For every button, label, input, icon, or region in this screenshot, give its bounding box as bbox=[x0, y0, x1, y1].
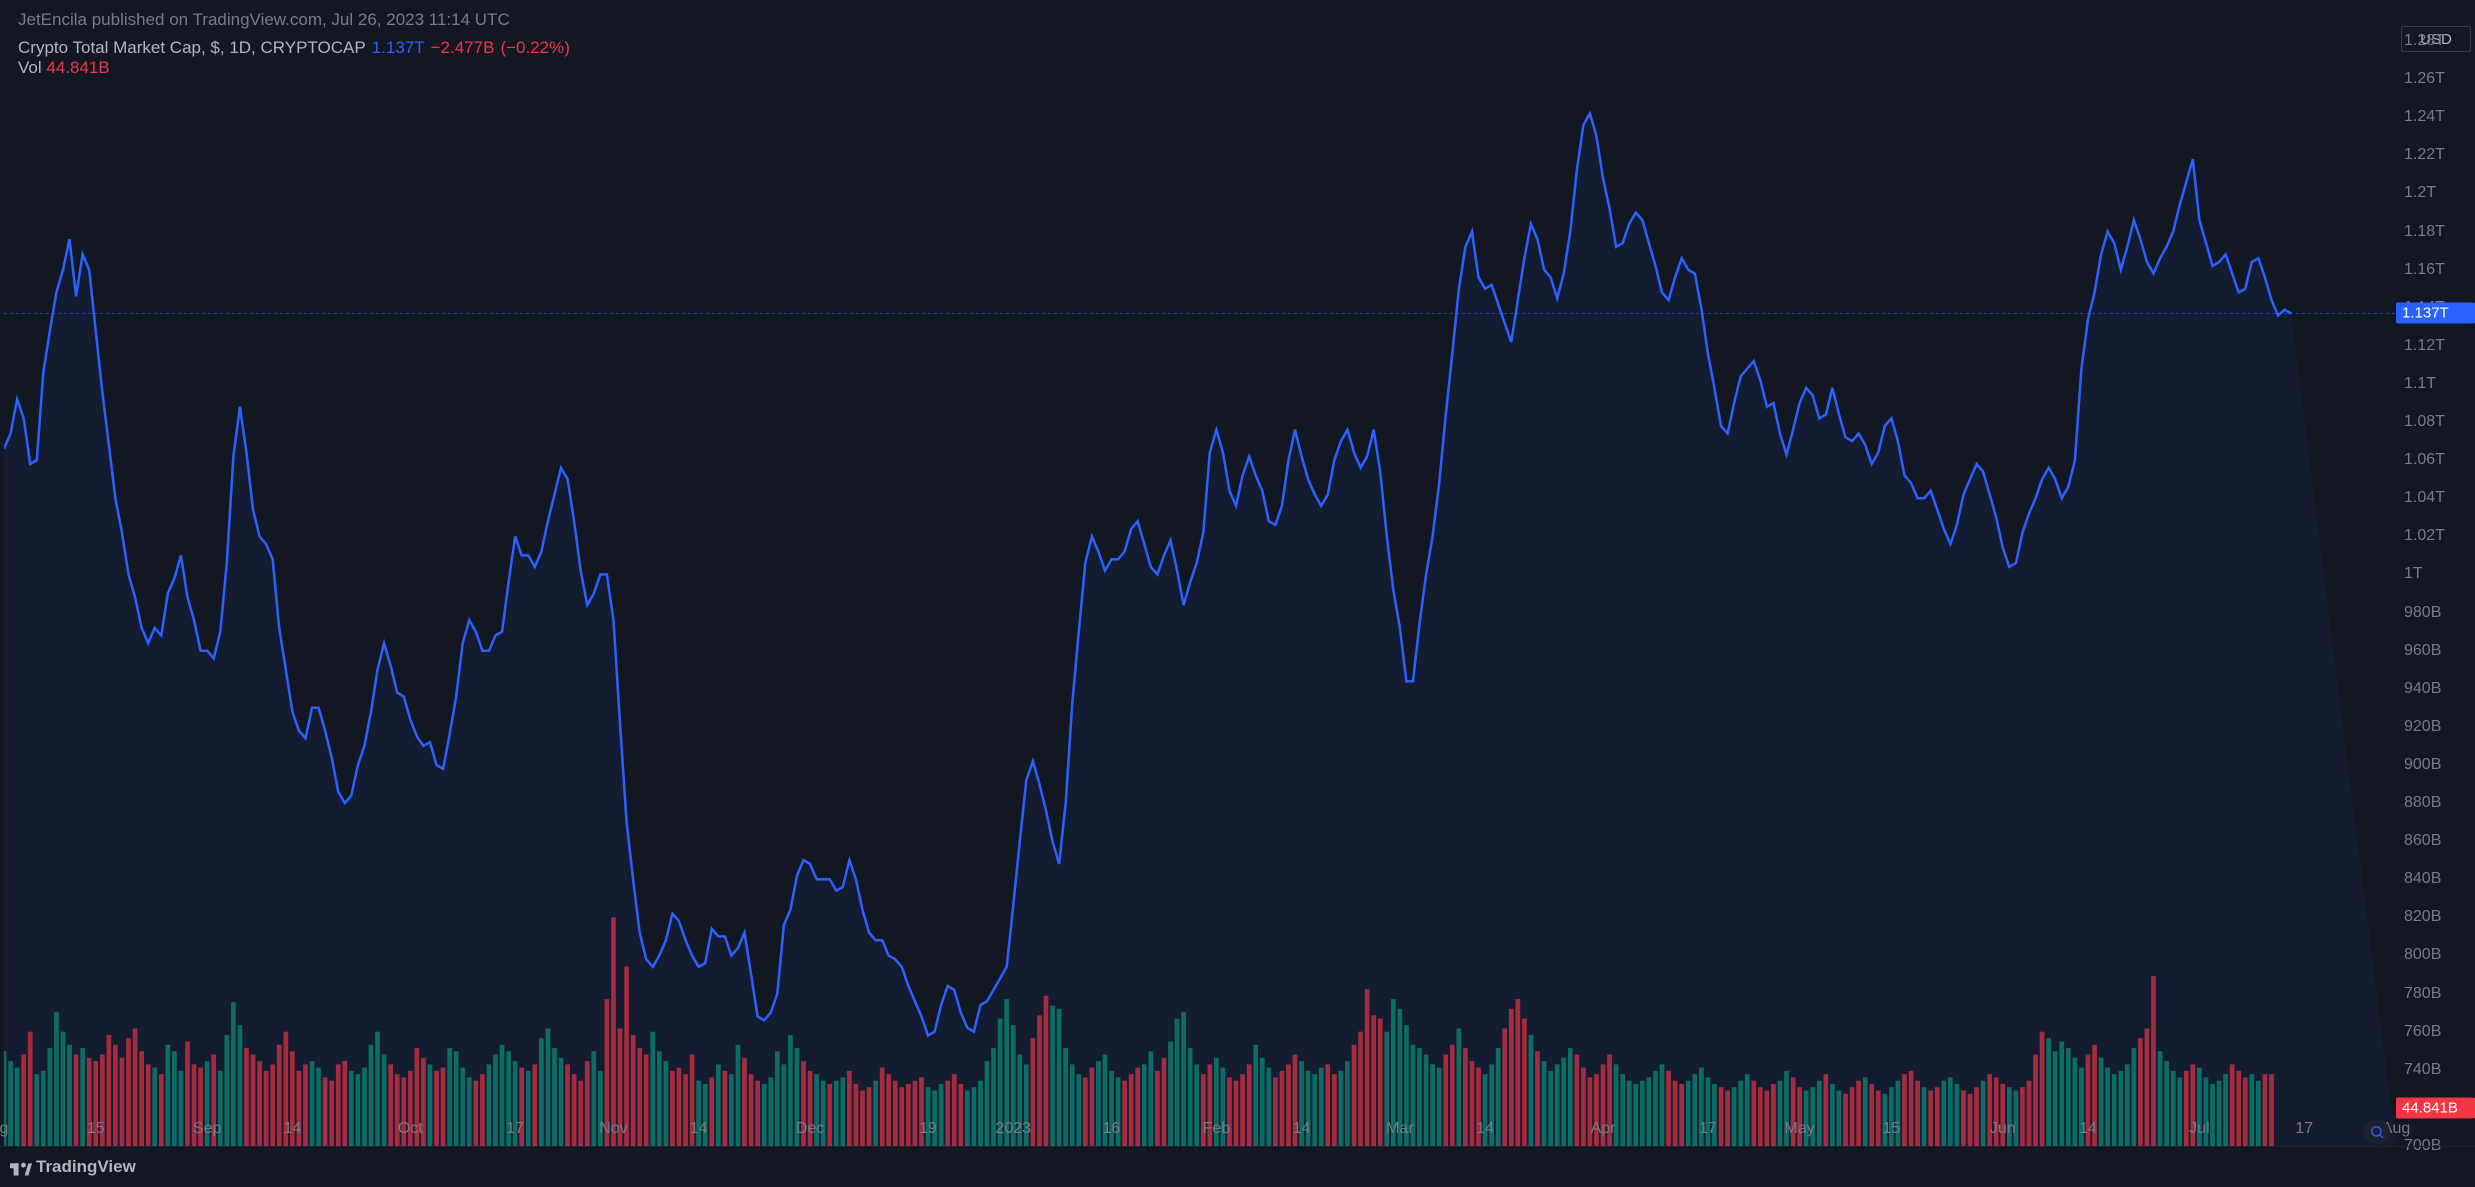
x-tick: 16 bbox=[1103, 1120, 1121, 1138]
y-tick: 1.22T bbox=[2404, 146, 2445, 164]
x-tick: 14 bbox=[283, 1120, 301, 1138]
tradingview-logo[interactable]: TradingView bbox=[10, 1156, 136, 1178]
x-tick: Jun bbox=[1990, 1120, 2016, 1138]
y-tick: 1.04T bbox=[2404, 489, 2445, 507]
x-tick: 15 bbox=[87, 1120, 105, 1138]
time-axis[interactable]: g15Sep14Oct17Nov14Dec19202316Feb14Mar14A… bbox=[4, 1114, 2396, 1146]
y-tick: 1.28T bbox=[2404, 32, 2445, 50]
chart-area[interactable] bbox=[4, 22, 2396, 1146]
x-tick: Sep bbox=[193, 1120, 221, 1138]
y-tick: 800B bbox=[2404, 946, 2441, 964]
x-tick: Jul bbox=[2189, 1120, 2209, 1138]
x-tick: Mar bbox=[1386, 1120, 1414, 1138]
y-tick: 880B bbox=[2404, 794, 2441, 812]
footer: TradingView bbox=[0, 1146, 2475, 1187]
y-tick: 740B bbox=[2404, 1061, 2441, 1079]
x-tick: 17 bbox=[1699, 1120, 1717, 1138]
logo-icon bbox=[10, 1156, 32, 1178]
y-tick: 760B bbox=[2404, 1023, 2441, 1041]
x-tick: 2023 bbox=[995, 1120, 1031, 1138]
y-tick: 1.08T bbox=[2404, 413, 2445, 431]
x-tick: Oct bbox=[398, 1120, 423, 1138]
x-tick: May bbox=[1785, 1120, 1815, 1138]
x-tick: Dec bbox=[796, 1120, 824, 1138]
x-tick: Nov bbox=[599, 1120, 627, 1138]
reset-zoom-button[interactable] bbox=[2364, 1119, 2390, 1145]
y-tick: 1.1T bbox=[2404, 375, 2436, 393]
footer-brand: TradingView bbox=[36, 1157, 136, 1177]
y-tick: 920B bbox=[2404, 718, 2441, 736]
y-tick: 960B bbox=[2404, 642, 2441, 660]
x-tick: 19 bbox=[919, 1120, 937, 1138]
x-tick: 14 bbox=[1476, 1120, 1494, 1138]
price-axis[interactable]: 1.28T1.26T1.24T1.22T1.2T1.18T1.16T1.14T1… bbox=[2396, 22, 2475, 1146]
x-tick: 17 bbox=[506, 1120, 524, 1138]
x-tick: 15 bbox=[1882, 1120, 1900, 1138]
y-tick: 780B bbox=[2404, 985, 2441, 1003]
x-tick: 14 bbox=[690, 1120, 708, 1138]
y-tick: 1.12T bbox=[2404, 337, 2445, 355]
x-tick: 14 bbox=[1293, 1120, 1311, 1138]
y-tick: 1.18T bbox=[2404, 223, 2445, 241]
y-tick: 1.24T bbox=[2404, 108, 2445, 126]
y-tick: 1.02T bbox=[2404, 527, 2445, 545]
y-tick: 860B bbox=[2404, 832, 2441, 850]
x-tick: Apr bbox=[1591, 1120, 1616, 1138]
y-tick: 1.16T bbox=[2404, 261, 2445, 279]
y-tick: 1.06T bbox=[2404, 451, 2445, 469]
x-tick: g bbox=[0, 1120, 8, 1138]
y-tick: 820B bbox=[2404, 908, 2441, 926]
price-badge: 1.137T bbox=[2396, 303, 2475, 324]
y-tick: 840B bbox=[2404, 870, 2441, 888]
volume-badge: 44.841B bbox=[2396, 1097, 2475, 1118]
y-tick: 940B bbox=[2404, 680, 2441, 698]
y-tick: 1.2T bbox=[2404, 184, 2436, 202]
x-tick: 17 bbox=[2295, 1120, 2313, 1138]
y-tick: 900B bbox=[2404, 756, 2441, 774]
x-tick: 14 bbox=[2079, 1120, 2097, 1138]
y-tick: 1T bbox=[2404, 565, 2423, 583]
y-tick: 1.26T bbox=[2404, 70, 2445, 88]
x-tick: Feb bbox=[1203, 1120, 1231, 1138]
y-tick: 980B bbox=[2404, 604, 2441, 622]
